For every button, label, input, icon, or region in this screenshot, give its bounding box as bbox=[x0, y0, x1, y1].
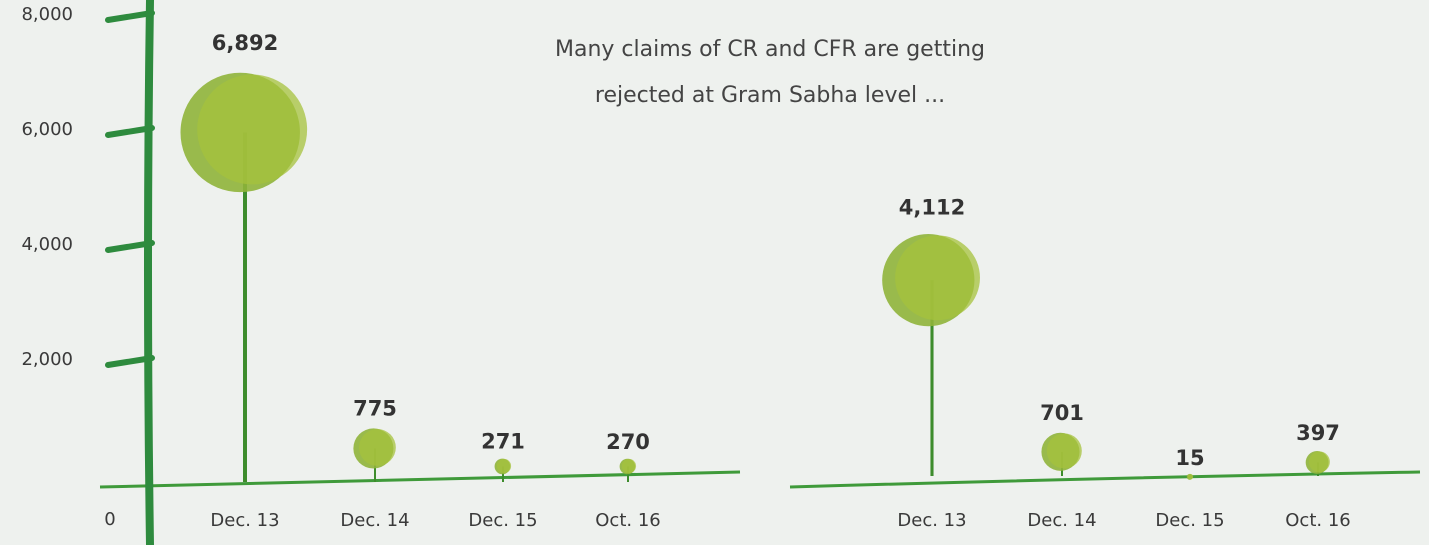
tree-crown bbox=[496, 458, 512, 474]
tree-crown bbox=[1046, 433, 1082, 469]
value-label: 270 bbox=[606, 430, 650, 454]
tick-mark bbox=[105, 240, 155, 253]
value-label: 701 bbox=[1040, 401, 1084, 425]
tree-crown bbox=[895, 235, 980, 321]
tree-crown bbox=[1308, 451, 1330, 473]
tree-crown bbox=[358, 429, 396, 466]
y-tick-label: 0 bbox=[104, 509, 115, 530]
x-tick-label: Dec. 15 bbox=[468, 510, 537, 531]
x-tick-label: Oct. 16 bbox=[595, 510, 660, 531]
y-tick-label: 4,000 bbox=[21, 234, 73, 255]
tree-crown bbox=[621, 458, 637, 474]
value-label: 397 bbox=[1296, 421, 1340, 445]
value-label: 4,112 bbox=[899, 195, 965, 219]
x-tick-label: Dec. 14 bbox=[1027, 510, 1096, 531]
x-tick-label: Dec. 15 bbox=[1155, 510, 1224, 531]
x-tick-label: Dec. 13 bbox=[897, 510, 966, 531]
baseline bbox=[789, 470, 1421, 489]
value-label: 271 bbox=[481, 430, 525, 454]
tick-mark bbox=[105, 125, 155, 138]
tick-mark bbox=[105, 10, 155, 23]
annotation: rejected at Gram Sabha level ... bbox=[595, 83, 945, 108]
x-tick-label: Oct. 16 bbox=[1285, 510, 1350, 531]
value-label: 15 bbox=[1175, 446, 1204, 470]
tick-mark bbox=[105, 355, 155, 368]
tree-crown bbox=[1187, 473, 1194, 480]
y-axis bbox=[144, 0, 154, 545]
x-tick-label: Dec. 14 bbox=[340, 510, 409, 531]
value-label: 6,892 bbox=[212, 31, 278, 55]
annotation: Many claims of CR and CFR are getting bbox=[555, 37, 985, 62]
y-tick-label: 6,000 bbox=[21, 119, 73, 140]
value-label: 775 bbox=[353, 396, 397, 420]
y-tick-label: 2,000 bbox=[21, 349, 73, 370]
tree-crown bbox=[197, 74, 308, 185]
baseline bbox=[99, 470, 741, 489]
x-tick-label: Dec. 13 bbox=[210, 510, 279, 531]
y-tick-label: 8,000 bbox=[21, 4, 73, 25]
